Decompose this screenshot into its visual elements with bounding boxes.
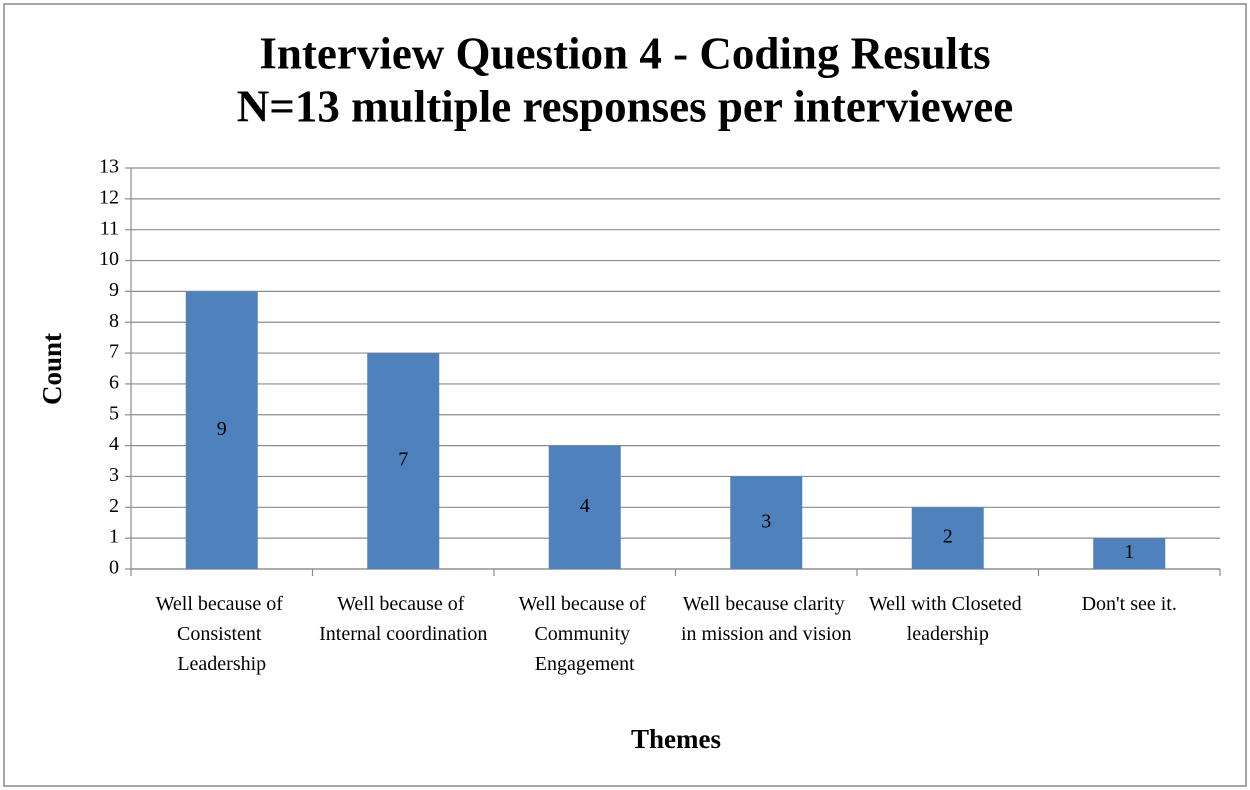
- bar: [1093, 538, 1166, 569]
- x-tick-label: Well with Closeted leadership: [869, 593, 1027, 645]
- x-tick-label: Don't see it.: [1082, 593, 1177, 615]
- data-label: 4: [580, 495, 590, 517]
- data-label: 3: [761, 510, 771, 532]
- y-tick-label: 4: [109, 433, 119, 455]
- bar: [730, 476, 803, 569]
- x-tick-label: Well because clarity in mission and visi…: [681, 593, 852, 645]
- x-tick-label: Well because of Internal coordination: [319, 593, 487, 645]
- y-tick-label: 7: [109, 341, 119, 363]
- y-tick-label: 9: [109, 279, 119, 301]
- y-tick-label: 13: [99, 156, 119, 178]
- data-label: 1: [1124, 541, 1134, 563]
- data-label: 9: [217, 418, 227, 440]
- y-tick-label: 8: [109, 310, 119, 332]
- y-tick-label: 11: [100, 217, 119, 239]
- bar: [911, 507, 984, 569]
- y-tick-label: 5: [109, 402, 119, 424]
- bar: [185, 291, 258, 569]
- data-label: 7: [398, 449, 408, 471]
- chart-subtitle: N=13 multiple responses per interviewee: [237, 81, 1013, 131]
- y-tick-label: 0: [109, 557, 119, 579]
- y-axis-label: Count: [37, 333, 67, 405]
- data-label: 2: [943, 526, 953, 548]
- y-tick-label: 1: [109, 526, 119, 548]
- y-tick-label: 6: [109, 372, 119, 394]
- bar: [548, 445, 621, 569]
- x-axis-label: Themes: [631, 724, 721, 754]
- y-tick-label: 2: [109, 495, 119, 517]
- y-tick-label: 3: [109, 464, 119, 486]
- y-tick-label: 10: [99, 248, 119, 270]
- y-tick-label: 12: [99, 186, 119, 208]
- x-tick-label: Well because of Community Engagement: [519, 593, 651, 675]
- x-tick-label: Well because of Consistent Leadership: [156, 593, 288, 675]
- bar: [367, 353, 440, 569]
- chart-title: Interview Question 4 - Coding Results: [259, 28, 990, 78]
